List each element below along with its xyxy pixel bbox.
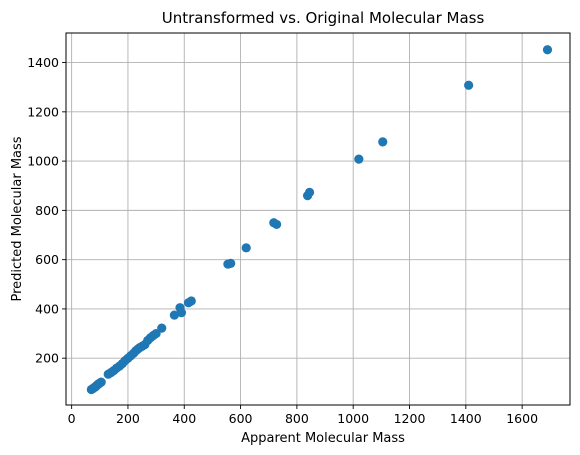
data-point	[464, 80, 474, 90]
data-point	[241, 243, 251, 253]
x-tick-label: 400	[172, 411, 196, 426]
grid	[66, 33, 570, 405]
x-tick-label: 0	[68, 411, 76, 426]
x-axis-label: Apparent Molecular Mass	[241, 431, 405, 446]
y-tick-label: 1400	[27, 55, 59, 70]
data-point	[304, 187, 315, 197]
y-tick-label: 600	[35, 252, 59, 267]
data-point	[176, 308, 187, 318]
data-points	[86, 45, 553, 395]
x-tick-label: 800	[285, 411, 309, 426]
data-point	[157, 323, 167, 333]
x-tick-label: 600	[229, 411, 253, 426]
y-tick-label: 1200	[27, 104, 59, 119]
data-point	[226, 258, 236, 268]
x-tick-label: 1600	[506, 411, 538, 426]
y-tick-label: 800	[35, 203, 59, 218]
y-tick-label: 1000	[27, 154, 59, 169]
data-point	[272, 219, 282, 230]
x-tick-label: 1400	[450, 411, 482, 426]
data-point	[354, 154, 364, 164]
axis-ticks: 0 200 400 600 800 1000 1200 1400 1600 200 400 600 80…	[27, 55, 538, 426]
data-point	[378, 137, 388, 147]
x-tick-label: 1000	[337, 411, 369, 426]
chart-title: Untransformed vs. Original Molecular Mas…	[162, 9, 485, 27]
data-point	[169, 310, 180, 320]
y-tick-label: 400	[35, 301, 59, 316]
data-point	[186, 296, 196, 306]
x-tick-label: 1200	[394, 411, 426, 426]
data-point	[96, 377, 106, 387]
data-point	[542, 45, 553, 55]
plot-frame	[65, 32, 571, 406]
y-tick-label: 200	[35, 351, 59, 366]
x-tick-label: 200	[116, 411, 140, 426]
y-axis-label: Predicted Molecular Mass	[10, 136, 25, 301]
